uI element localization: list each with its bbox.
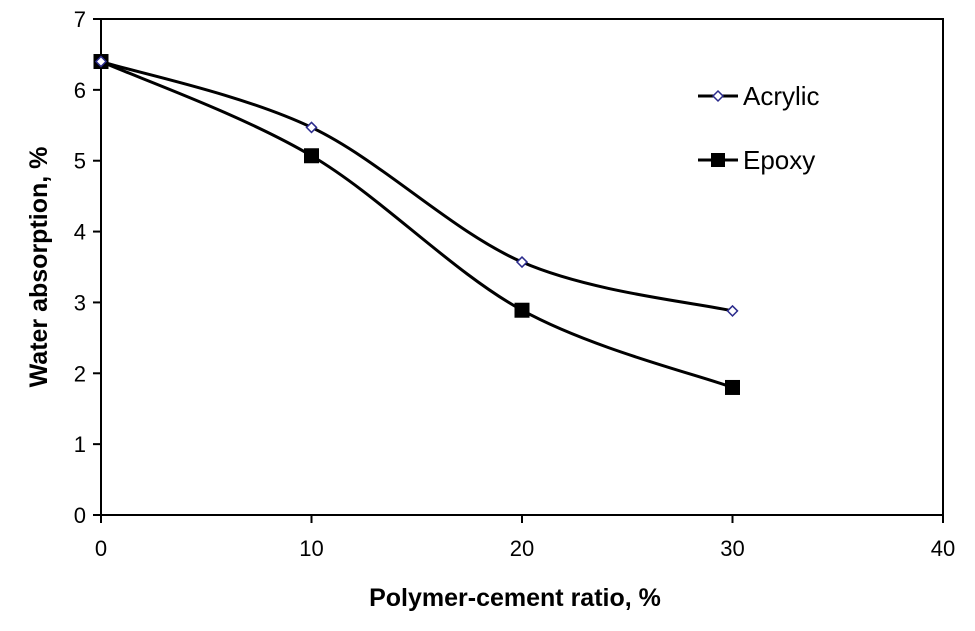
- y-tick-label: 0: [74, 503, 86, 528]
- legend-marker: [711, 153, 725, 167]
- series-1-point-3-marker: [726, 380, 740, 394]
- x-tick-label: 20: [510, 536, 534, 561]
- x-tick-label: 0: [95, 536, 107, 561]
- y-tick-label: 7: [74, 7, 86, 32]
- y-axis-title: Water absorption, %: [25, 147, 53, 388]
- x-tick-label: 40: [931, 536, 955, 561]
- series-1-point-1-marker: [305, 149, 319, 163]
- y-tick-label: 5: [74, 149, 86, 174]
- legend-label: Acrylic: [743, 81, 820, 111]
- y-tick-label: 6: [74, 78, 86, 103]
- x-axis-title: Polymer-cement ratio, %: [369, 584, 661, 612]
- x-tick-label: 30: [720, 536, 744, 561]
- legend-label: Epoxy: [743, 145, 815, 175]
- y-tick-label: 2: [74, 361, 86, 386]
- series-1-point-2-marker: [515, 303, 529, 317]
- y-tick-label: 1: [74, 432, 86, 457]
- x-tick-label: 10: [299, 536, 323, 561]
- y-tick-label: 3: [74, 290, 86, 315]
- y-tick-label: 4: [74, 220, 86, 245]
